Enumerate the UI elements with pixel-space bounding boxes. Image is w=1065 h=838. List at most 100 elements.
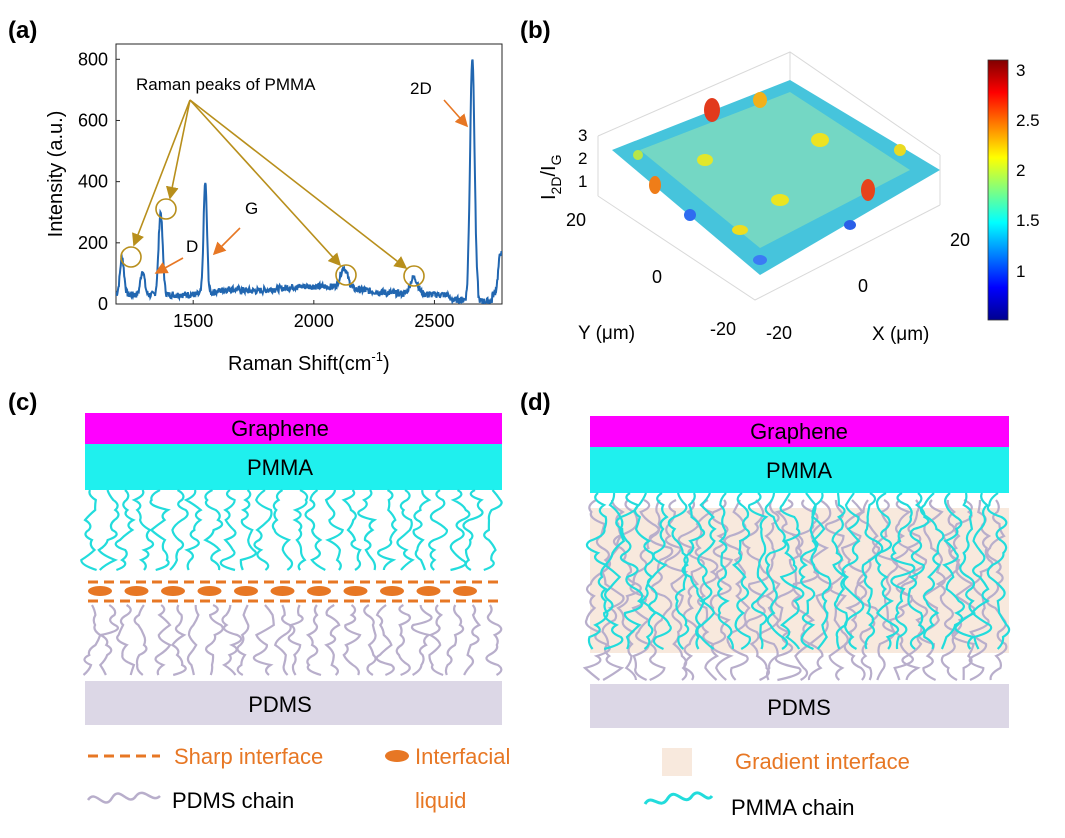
pdms-chain [375,604,395,677]
pmma-peak-circle [403,265,425,287]
pmma-label-d: PMMA [766,458,832,483]
pmma-chain [890,492,916,650]
pdms-chain [774,499,804,682]
pmma-chain [986,492,1011,650]
legend-pdms-chain-label: PDMS chain [172,788,294,813]
pmma-chain [292,489,309,571]
pdms-chain [395,604,412,677]
x-axis-label-a: Raman Shift(cm-1) [228,349,390,375]
raman-spectrum-line [116,59,502,304]
pmma-chain [428,489,449,571]
liquid-drop [453,586,477,596]
pmma-chain [341,489,362,571]
z-tick: 2 [578,149,587,168]
panel-tag-a: (a) [8,17,37,44]
colorbar-tick: 1 [1016,262,1025,281]
y-axis-label-a: Intensity (a.u.) [45,111,67,238]
pmma-chains-c [80,489,503,572]
pmma-chain [412,489,432,571]
pdms-chain [677,499,705,681]
liquid-drop [343,586,368,596]
panel-tag-b: (b) [520,17,551,44]
pdms-chain [236,604,250,676]
pdms-chain [485,604,503,676]
x-tick: -20 [766,323,792,343]
pmma-chain [633,492,657,650]
pmma-chain [239,489,257,571]
pmma-chain [114,489,136,572]
x-tick-label: 2000 [294,311,334,331]
pmma-chain [80,489,98,572]
g-peak-arrow [212,227,241,256]
pmma-label-c: PMMA [247,455,313,480]
pdms-chain [186,604,200,676]
pmma-chain [97,489,120,571]
x-axis-label-b: X (μm) [872,324,929,345]
liquid-drop [124,586,149,596]
pmma-chain [810,492,832,650]
pmma-chain [861,492,884,650]
pdms-chain [97,604,119,676]
panel-tag-d: (d) [520,389,551,416]
y-tick-label: 800 [78,49,108,69]
pmma-chain [304,489,326,571]
pdms-chain [900,499,929,681]
y-tick-label: 0 [98,294,108,314]
pdms-chain [741,499,770,682]
pdms-label-d: PDMS [767,695,831,720]
graphene-layer-c [85,413,502,444]
pmma-chain [253,489,273,571]
pmma-chain [841,492,865,650]
pmma-chain [377,489,398,571]
d-peak-arrow [154,257,184,274]
liquid-drop [161,586,185,596]
graphene-label-c: Graphene [231,416,329,441]
pdms-chain [82,604,102,676]
pmma-chain [667,492,690,650]
pdms-layer-d [590,684,1009,728]
pdms-chain [205,604,224,676]
pdms-chain [170,604,187,677]
pmma-chain [396,489,415,571]
graphene-layer-d [590,416,1009,447]
legend-gradient-swatch [662,748,692,776]
pdms-layer-c [85,681,502,725]
pdms-chain [221,604,243,676]
pmma-chain [907,492,930,650]
pdms-chain [612,499,642,681]
pmma-chain [954,492,977,650]
pdms-chain [600,499,625,681]
legend-pmma-chain-swatch [643,791,714,805]
pdms-chain [949,499,976,681]
liquid-drop [270,586,295,596]
y-tick: 20 [566,210,586,230]
pmma-peak-circle [155,198,177,220]
pdms-chain [856,499,881,681]
legend-gradient-label: Gradient interface [735,749,910,774]
pmma-chain [357,489,378,571]
pmma-chain [183,489,203,571]
plot-a-ticks: 1500 2000 2500 0 200 400 600 800 [78,49,455,331]
pdms-chain [723,499,751,681]
surface-plot [612,80,940,275]
pdms-chain [305,604,322,677]
pdms-chain [709,499,734,681]
x-tick-label: 2500 [414,311,454,331]
pmma-chains-d [585,492,1011,651]
x-tick: 0 [858,276,868,296]
pdms-chain [582,499,611,681]
pdms-chain [410,604,433,676]
colorbar-tick: 1.5 [1016,211,1040,230]
pmma-peak-circle [335,264,357,286]
pmma-chain [919,492,945,650]
pdms-chain [427,604,444,677]
pmma-chain [681,492,706,650]
z-tick: 1 [578,172,587,191]
pmma-chain [462,489,484,571]
2d-peak-label: 2D [410,79,432,98]
pmma-layer-d [590,447,1009,493]
pdms-chain [154,604,172,676]
y-tick: -20 [710,319,736,339]
colorbar-tick: 3 [1016,61,1025,80]
